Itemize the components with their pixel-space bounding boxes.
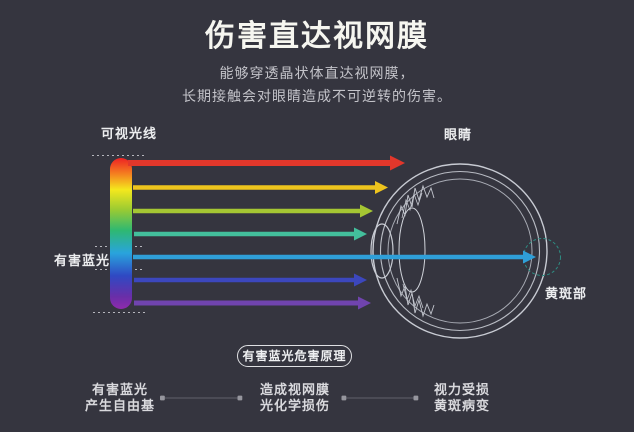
- flow-step-line: 产生自由基: [84, 398, 155, 413]
- harmful-blue-ray: [133, 250, 536, 264]
- flow-step-line: 黄斑病变: [433, 398, 490, 413]
- subtitle-line-2: 长期接触会对眼睛造成不可逆转的伤害。: [182, 88, 452, 104]
- light-rays: [128, 155, 536, 310]
- red-ray: [128, 155, 405, 171]
- flow-step-line: 有害蓝光: [91, 382, 148, 397]
- teal-ray: [134, 227, 367, 241]
- spectrum-bar: [110, 158, 132, 309]
- page-title: 伤害直达视网膜: [205, 20, 429, 53]
- indigo-ray: [134, 273, 367, 287]
- eye-retina-inner: [387, 178, 533, 324]
- eye-lens: [398, 207, 426, 293]
- purple-ray: [134, 296, 371, 310]
- yellow-green-ray: [133, 204, 373, 218]
- harmful-blue-light-label: 有害蓝光: [54, 253, 111, 268]
- eye-iris-hatch-upper: [396, 184, 435, 225]
- flow-connectors: [160, 395, 419, 401]
- principle-badge: 有害蓝光危害原理: [237, 345, 352, 367]
- flow-step-vision-loss: 视力受损 黄斑病变: [407, 382, 517, 414]
- yellow-ray: [133, 181, 388, 194]
- flow-step-free-radicals: 有害蓝光 产生自由基: [65, 382, 175, 414]
- eye-sclera-outer: [372, 163, 548, 339]
- flow-step-line: 视力受损: [433, 382, 490, 397]
- flow-step-line: 造成视网膜: [259, 382, 330, 397]
- eye-sclera-middle: [379, 170, 541, 332]
- flow-step-photochemical-damage: 造成视网膜 光化学损伤: [240, 382, 350, 414]
- flow-step-line: 光化学损伤: [259, 398, 330, 413]
- macula-label: 黄斑部: [545, 286, 588, 301]
- eye-iris-hatch-upper-2: [401, 192, 423, 219]
- eye-iris-hatch-lower-2: [402, 283, 424, 309]
- eye-iris-hatch-lower: [396, 277, 435, 318]
- eye-label: 眼睛: [444, 127, 473, 142]
- visible-light-label: 可视光线: [101, 126, 158, 141]
- eye-drawing: [370, 163, 561, 339]
- subtitle-line-1: 能够穿透晶状体直达视网膜，: [219, 65, 415, 81]
- eye-cornea: [370, 223, 394, 279]
- dotted-guides: [92, 155, 146, 313]
